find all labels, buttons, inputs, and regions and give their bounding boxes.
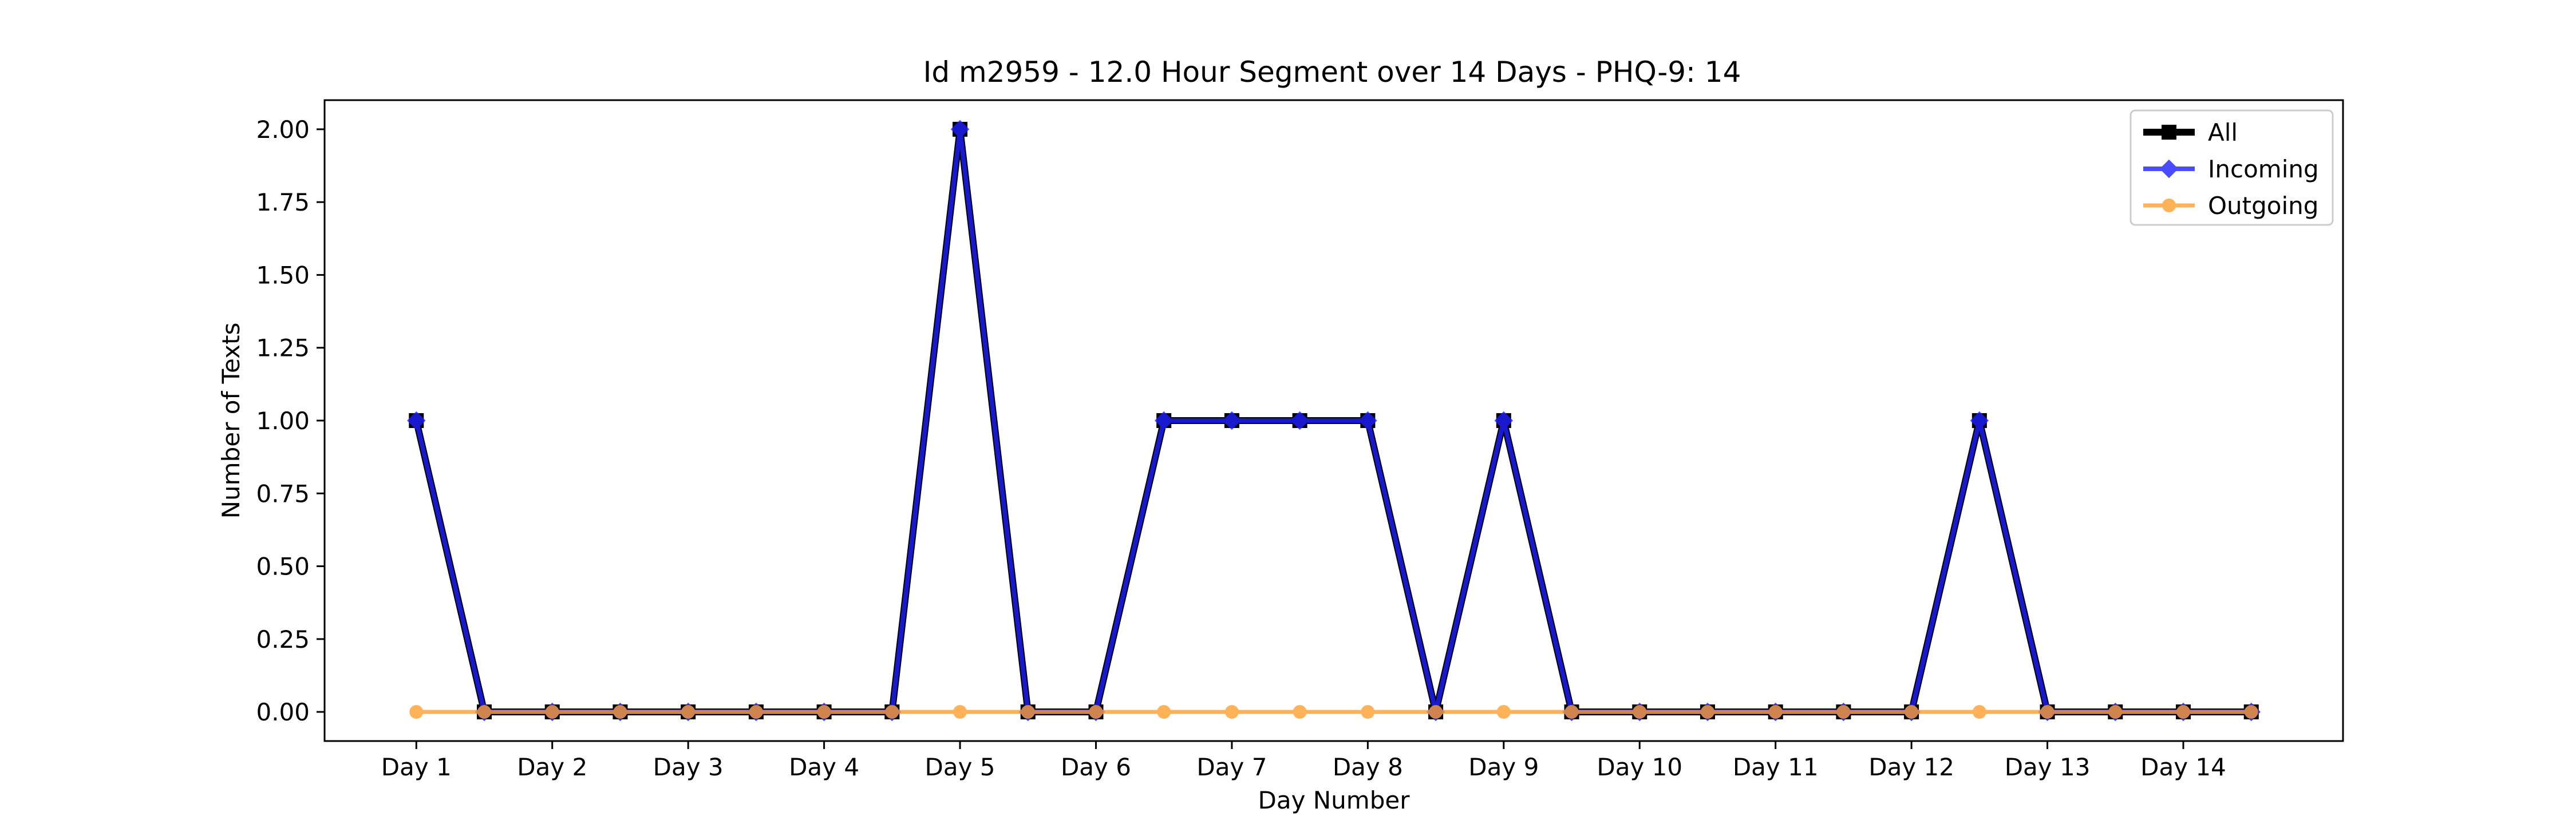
data-point-outgoing <box>749 705 763 719</box>
data-point-outgoing <box>1768 705 1783 719</box>
data-point-outgoing <box>545 705 559 719</box>
legend-label: Outgoing <box>2208 192 2318 220</box>
x-tick-label: Day 11 <box>1733 753 1819 781</box>
data-point-outgoing <box>2040 705 2055 719</box>
x-tick-label: Day 13 <box>2005 753 2091 781</box>
plot-frame <box>323 99 2344 742</box>
data-point-outgoing <box>1633 705 1647 719</box>
y-tick-label: 2.00 <box>256 116 310 144</box>
x-tick-label: Day 6 <box>1061 753 1131 781</box>
data-point-outgoing <box>1293 705 1307 719</box>
data-point-incoming <box>1970 411 1989 430</box>
legend-item-incoming <box>2143 159 2195 179</box>
x-tick-label: Day 7 <box>1196 753 1267 781</box>
data-point-incoming <box>950 120 970 139</box>
legend-label: All <box>2208 118 2238 146</box>
data-point-outgoing <box>1361 705 1375 719</box>
data-point-incoming <box>1222 411 1242 430</box>
legend-marker <box>2162 125 2176 140</box>
x-tick-label: Day 1 <box>381 753 452 781</box>
data-point-outgoing <box>1496 705 1511 719</box>
y-tick-label: 1.25 <box>256 334 310 362</box>
y-tick-label: 0.25 <box>256 625 310 653</box>
data-point-outgoing <box>1429 705 1443 719</box>
x-tick-label: Day 2 <box>517 753 587 781</box>
data-point-outgoing <box>1157 705 1171 719</box>
x-tick-label: Day 14 <box>2140 753 2226 781</box>
data-point-outgoing <box>1021 705 1035 719</box>
legend-marker <box>2159 159 2179 179</box>
data-point-outgoing <box>681 705 696 719</box>
plot-area: 0.00 0.25 0.50 0.75 1.00 1.25 1.50 1.75 2.00 Day … <box>256 116 2261 781</box>
x-tick-label: Day 12 <box>1868 753 1954 781</box>
data-point-outgoing <box>409 705 424 719</box>
x-tick-label: Day 3 <box>653 753 724 781</box>
data-point-incoming <box>1494 411 1514 430</box>
data-point-outgoing <box>1564 705 1579 719</box>
y-tick-label: 1.75 <box>256 188 310 216</box>
legend-item-all <box>2143 125 2195 140</box>
y-tick-label: 0.75 <box>256 480 310 508</box>
y-axis-label: Number of Texts <box>217 323 245 519</box>
data-point-outgoing <box>2108 705 2123 719</box>
data-point-outgoing <box>953 705 967 719</box>
y-tick-label: 1.50 <box>256 261 310 289</box>
x-axis-label: Day Number <box>1258 786 1410 814</box>
data-point-outgoing <box>1972 705 1986 719</box>
data-point-incoming <box>1358 411 1377 430</box>
data-point-incoming <box>1290 411 1309 430</box>
data-point-outgoing <box>1905 705 1919 719</box>
data-point-outgoing <box>613 705 627 719</box>
x-tick-label: Day 5 <box>925 753 995 781</box>
y-tick-label: 0.00 <box>256 698 310 726</box>
x-tick-label: Day 9 <box>1468 753 1539 781</box>
chart-title: Id m2959 - 12.0 Hour Segment over 14 Day… <box>923 56 1741 89</box>
data-point-outgoing <box>2244 705 2258 719</box>
data-point-outgoing <box>817 705 831 719</box>
x-tick-label: Day 8 <box>1333 753 1403 781</box>
legend-box <box>2129 109 2334 226</box>
data-point-incoming <box>1154 411 1174 430</box>
data-point-incoming <box>407 411 426 430</box>
data-point-outgoing <box>885 705 899 719</box>
legend-label: Incoming <box>2208 155 2319 183</box>
x-tick-label: Day 4 <box>789 753 859 781</box>
x-tick-label: Day 10 <box>1597 753 1682 781</box>
legend: All Incoming Outgoing <box>2129 109 2334 226</box>
series-outgoing <box>409 705 2258 719</box>
data-point-outgoing <box>1700 705 1714 719</box>
data-point-outgoing <box>1089 705 1103 719</box>
data-point-outgoing <box>1836 705 1851 719</box>
data-point-outgoing <box>2176 705 2191 719</box>
y-tick-label: 0.50 <box>256 553 310 581</box>
data-point-outgoing <box>477 705 491 719</box>
legend-marker <box>2162 199 2176 212</box>
y-tick-label: 1.00 <box>256 407 310 435</box>
data-point-outgoing <box>1224 705 1239 719</box>
legend-item-outgoing <box>2143 199 2195 212</box>
